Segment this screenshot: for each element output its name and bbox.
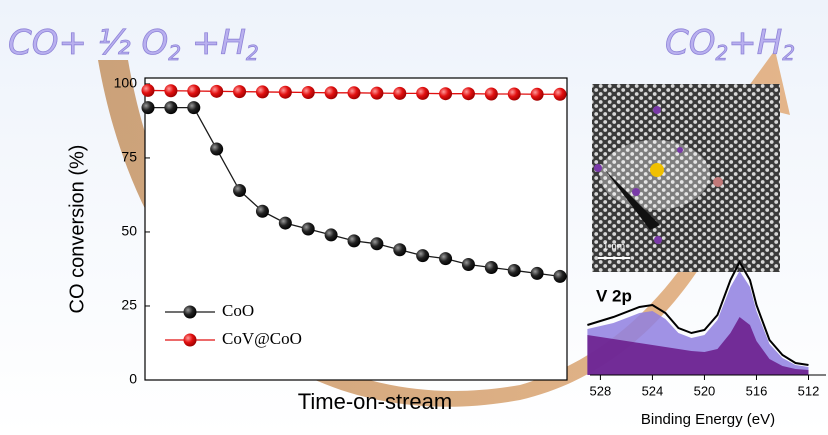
data-point [416,249,429,262]
data-point [233,85,246,98]
data-point [508,87,521,100]
data-point [210,143,223,156]
formula-part: +H [728,23,782,63]
data-point [370,237,383,250]
data-point [462,258,475,271]
data-point [370,87,383,100]
data-point [279,86,292,99]
x-tick-label: 512 [798,383,820,398]
data-point [279,217,292,230]
reaction-left: CO+ ½ O2 +H2 [8,23,259,65]
data-point [256,205,269,218]
y-tick-label: 75 [121,149,137,165]
data-point [142,101,155,114]
data-point [187,85,200,98]
annotation: V 2p [596,286,632,305]
x-tick-label: 524 [642,383,664,398]
page: CO+ ½ O2 +H2 CO2+H2 1 nm 0255075100CO co… [0,0,828,435]
data-point [164,101,177,114]
y-tick-label: 25 [121,297,137,313]
y-tick-label: 50 [121,223,137,239]
data-point [485,87,498,100]
data-point [325,86,338,99]
legend-label: CoO [222,301,254,320]
data-point [210,85,223,98]
y-tick-label: 100 [114,75,138,91]
legend-label: CoV@CoO [222,329,302,348]
formula-part: CO+ ½ O [8,23,168,63]
y-axis-label: CO conversion (%) [66,145,88,314]
formula-subscript: 2 [246,41,259,65]
data-point [554,88,567,101]
data-point [462,87,475,100]
data-point [348,86,361,99]
scale-label: 1 nm [603,242,625,253]
data-point [233,184,246,197]
x-tick-label: 528 [590,383,612,398]
data-point [302,86,315,99]
data-point [485,261,498,274]
legend-marker [184,306,197,319]
legend-marker [184,334,197,347]
data-point [164,84,177,97]
stem-image: 1 nm [592,84,780,272]
data-point [416,87,429,100]
data-point [325,228,338,241]
data-point [393,87,406,100]
formula-subscript: 2 [168,41,181,65]
formula-part: CO [665,23,716,63]
formula-part: +H [181,23,246,63]
data-point [439,252,452,265]
graphic: CO+ ½ O2 +H2 CO2+H2 1 nm 0255075100CO co… [0,0,828,435]
data-point [256,85,269,98]
data-point [554,270,567,283]
data-point [508,264,521,277]
x-axis-label: Time-on-stream [298,389,452,414]
data-point [531,267,544,280]
x-axis-label: Binding Energy (eV) [641,411,775,428]
data-point [142,84,155,97]
data-point [439,87,452,100]
x-tick-label: 520 [694,383,716,398]
data-point [348,234,361,247]
data-point [302,223,315,236]
formula-subscript: 2 [716,41,729,65]
data-point [393,243,406,256]
reaction-right: CO2+H2 [665,23,795,65]
formula-subscript: 2 [782,41,795,65]
y-tick-label: 0 [129,371,137,387]
data-point [187,101,200,114]
plot-frame [145,78,567,380]
x-tick-label: 516 [746,383,768,398]
data-point [531,88,544,101]
